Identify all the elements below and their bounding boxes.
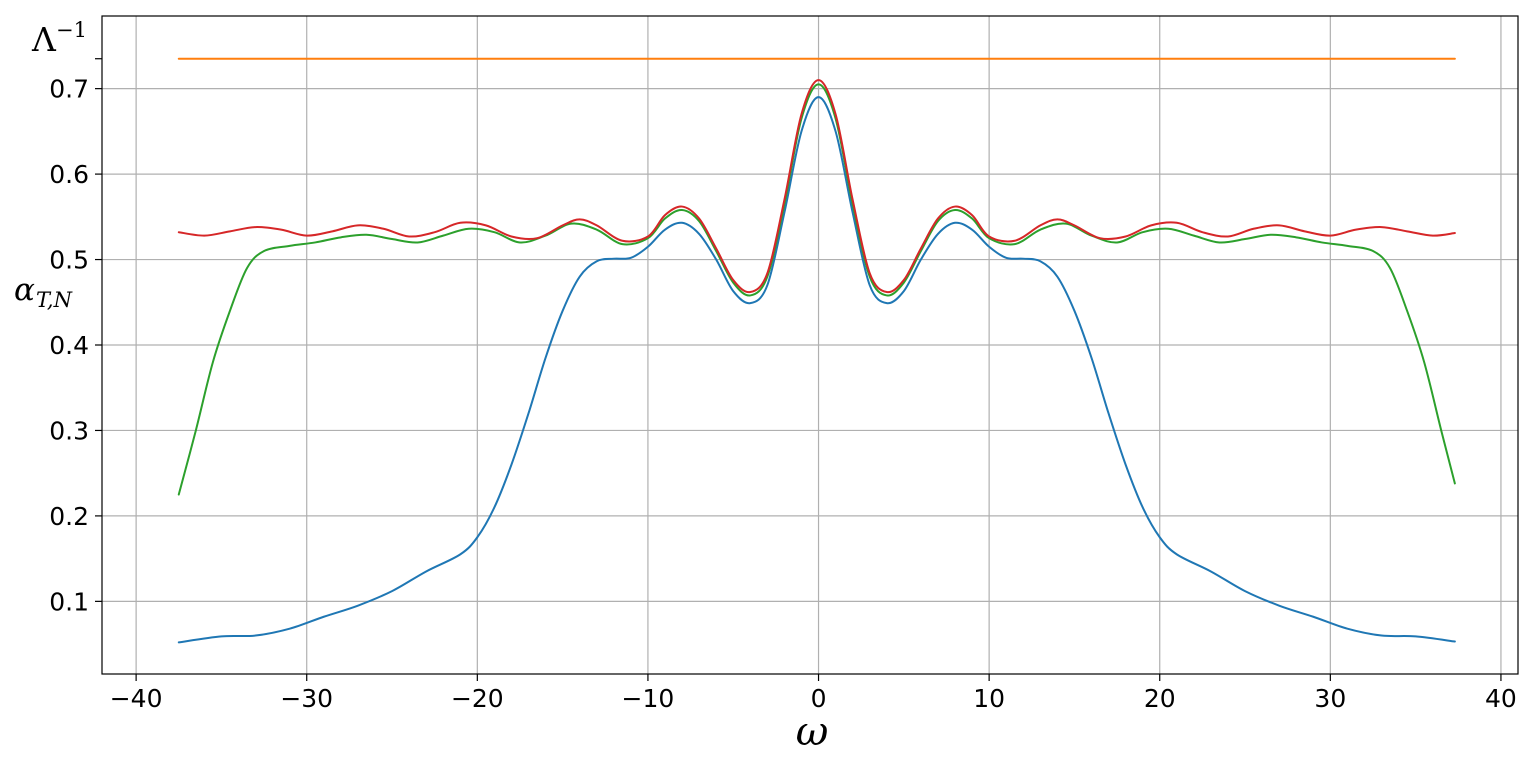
y-axis: 0.1 0.2 0.3 0.4 0.5 0.6 0.7 [49, 58, 102, 616]
y-axis-label: α T,N [14, 272, 73, 312]
x-axis-label: ω [796, 709, 829, 755]
svg-text:−1: −1 [56, 18, 87, 42]
x-tick-label: −30 [280, 684, 333, 713]
y-tick-label: 0.3 [49, 416, 89, 445]
svg-text:α: α [14, 272, 35, 308]
y-tick-label: 0.7 [49, 75, 89, 104]
series-layer [177, 57, 1456, 644]
lambda-inverse-label: Λ −1 [31, 18, 87, 59]
svg-text:Λ: Λ [31, 20, 57, 59]
series-line-1 [177, 96, 1456, 644]
svg-text:T,N: T,N [36, 288, 73, 312]
x-tick-label: 30 [1314, 684, 1346, 713]
y-tick-label: 0.4 [49, 331, 89, 360]
y-tick-label: 0.2 [49, 502, 89, 531]
x-axis: −40 −30 −20 −10 0 10 20 30 40 [110, 674, 1517, 713]
x-tick-label: −10 [622, 684, 675, 713]
x-tick-label: −40 [110, 684, 163, 713]
x-tick-label: 40 [1485, 684, 1517, 713]
x-tick-label: 20 [1144, 684, 1176, 713]
x-tick-label: 0 [811, 684, 827, 713]
y-tick-label: 0.1 [49, 587, 89, 616]
y-tick-label: 0.5 [49, 246, 89, 275]
x-tick-label: −20 [451, 684, 504, 713]
y-tick-label: 0.6 [49, 160, 89, 189]
grid [102, 16, 1518, 674]
series-line-4 [177, 79, 1456, 294]
x-tick-label: 10 [973, 684, 1005, 713]
series-line-3 [177, 83, 1456, 496]
